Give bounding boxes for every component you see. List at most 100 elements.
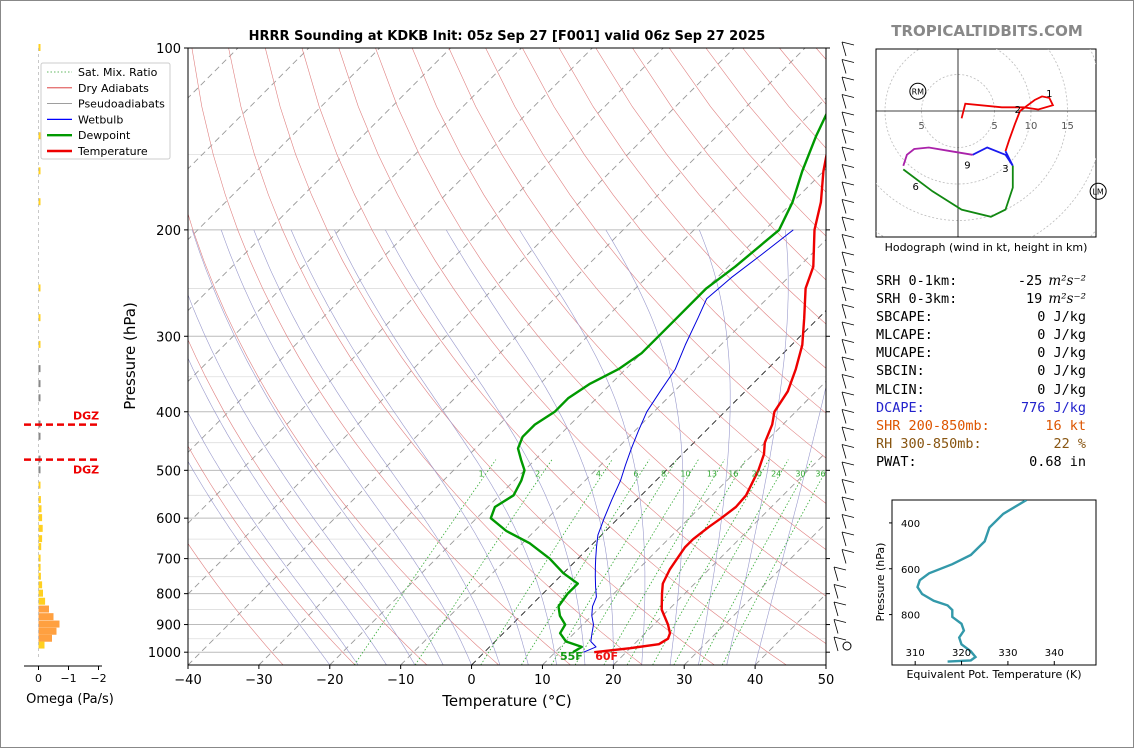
wind-barb-flag <box>841 321 855 326</box>
omega-bar <box>38 597 46 605</box>
omega-bar <box>38 496 41 504</box>
wind-barb-flag <box>841 304 855 308</box>
x-tick-label: 0 <box>467 673 475 688</box>
param-label: RH 300-850mb: <box>876 435 982 452</box>
x-tick-label: −20 <box>316 673 343 688</box>
wind-barb-flag <box>841 339 855 343</box>
dry-adiabat-line <box>188 339 428 665</box>
wind-barb-staff <box>841 496 847 512</box>
param-row: MLCAPE: 0 J/kg <box>876 326 1086 344</box>
dry-adiabat-line <box>522 48 826 414</box>
wind-barb-staff <box>833 566 839 582</box>
storm-motion-label: LM <box>1092 187 1103 196</box>
wind-barb-staff <box>833 619 839 634</box>
hodograph-caption: Hodograph (wind in kt, height in km) <box>885 241 1088 254</box>
omega-xlabel: Omega (Pa/s) <box>26 692 114 707</box>
pseudoadiabat-line <box>726 229 789 665</box>
omega-bar <box>38 524 43 532</box>
omega-bar <box>38 581 43 589</box>
omega-bar <box>38 563 41 571</box>
pseudoadiabat-line <box>334 229 557 665</box>
y-tick-label: 700 <box>156 553 181 568</box>
wind-barb-staff <box>833 601 839 617</box>
omega-panel: DGZ DGZ 0 −1 −2 Omega (Pa/s) <box>24 44 114 707</box>
skewt-plot-frame <box>187 47 827 666</box>
mixing-ratio-line <box>574 459 699 665</box>
theta-y-tick-label: 400 <box>901 519 920 530</box>
omega-bar <box>38 620 60 628</box>
pseudoadiabat-line <box>385 229 586 665</box>
wind-barb-flag <box>841 164 855 168</box>
mixing-ratio-line <box>603 459 725 665</box>
legend-label: Dry Adiabats <box>78 82 149 95</box>
wind-barb-flag <box>833 636 847 641</box>
wind-barb-staff <box>841 94 847 109</box>
wind-barb-staff <box>841 321 847 337</box>
theta-x-tick-label: 340 <box>1045 648 1064 659</box>
omega-bar <box>38 641 45 649</box>
omega-bar <box>38 466 41 474</box>
wind-barb-staff <box>841 76 847 92</box>
omega-bar <box>38 589 43 597</box>
omega-bar <box>38 340 41 348</box>
wind-barb-staff <box>841 391 847 407</box>
dry-adiabat-line <box>558 48 826 369</box>
mixing-ratio-label: 24 <box>771 470 781 479</box>
y-tick-label: 500 <box>156 464 181 479</box>
wind-barb-flag <box>841 129 855 133</box>
wind-barb-staff <box>841 181 847 197</box>
isotherm-line <box>329 168 826 665</box>
hodograph-frame <box>875 48 1097 238</box>
omega-bar <box>38 394 41 402</box>
theta-x-tick-label: 330 <box>998 648 1017 659</box>
mixing-ratio-line <box>353 459 497 665</box>
omega-tick-label: 0 <box>35 672 42 685</box>
pseudoadiabat-line <box>188 357 387 665</box>
mixing-ratio-label: 30 <box>795 470 805 479</box>
pseudoadiabat-line <box>253 229 501 665</box>
wind-barb-flag <box>841 426 855 431</box>
pseudoadiabat-line <box>605 229 684 665</box>
dry-adiabat-line <box>191 48 571 665</box>
isotherm-line <box>613 451 826 665</box>
wind-barb-flag <box>841 199 855 203</box>
param-row: SBCIN: 0 J/kg <box>876 362 1086 380</box>
mixing-ratio-line <box>721 469 826 665</box>
wind-barb-flag <box>841 76 855 81</box>
theta-e-axes: 310 320 330 340 400 600 800 <box>889 519 1064 665</box>
legend-label: Sat. Mix. Ratio <box>78 66 158 79</box>
param-unit: m²s⁻² <box>1048 291 1086 308</box>
param-row: DCAPE: 776 J/kg <box>876 399 1086 417</box>
param-value: 0 J/kg <box>1037 309 1086 326</box>
x-tick-label: 30 <box>676 673 693 688</box>
wind-barb-staff <box>841 304 847 319</box>
dry-adiabat-line <box>595 48 826 325</box>
wind-barb-flag <box>841 181 855 186</box>
x-tick-label: −40 <box>174 673 201 688</box>
legend-label: Dewpoint <box>78 129 131 142</box>
skewt-grid-lines <box>188 48 826 665</box>
wind-barb-flag <box>841 374 855 378</box>
hodograph-height-label: 1 <box>1046 89 1052 100</box>
y-tick-label: 800 <box>156 588 181 603</box>
wind-barb-staff <box>841 216 847 232</box>
skewt-series-group <box>489 112 826 654</box>
y-tick-label: 900 <box>156 619 181 634</box>
wind-barb-staff <box>841 356 847 372</box>
storm-motion-label: RM <box>912 87 925 96</box>
dry-adiabat-line <box>485 48 826 459</box>
isotherm-line <box>400 239 826 665</box>
pseudoadiabat-line <box>220 229 472 665</box>
dgz-label: DGZ <box>73 410 99 423</box>
y-tick-label: 1000 <box>148 646 181 661</box>
y-tick-label: 100 <box>156 42 181 57</box>
wind-barb-flag <box>841 531 855 536</box>
pseudoadiabat-line <box>188 460 331 665</box>
calm-wind-circle <box>842 641 852 651</box>
wind-barb-staff <box>833 636 839 652</box>
wind-barb-flag <box>841 479 855 483</box>
param-value: 16 kt <box>1045 417 1086 434</box>
wind-barb-staff <box>841 444 847 459</box>
mixing-ratio-line <box>550 459 678 665</box>
